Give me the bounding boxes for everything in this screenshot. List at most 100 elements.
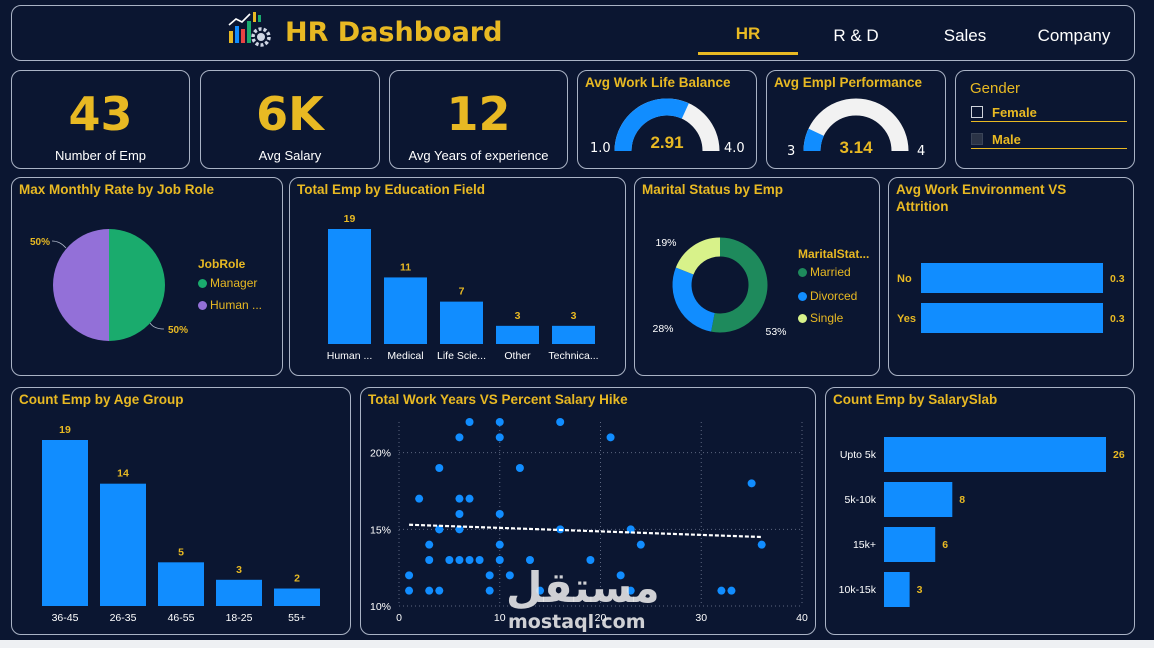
bar bbox=[884, 482, 953, 517]
kpi-label: Avg Salary bbox=[258, 148, 322, 163]
scatter-point bbox=[455, 494, 464, 503]
data-label: 6 bbox=[942, 539, 948, 551]
data-label: 3 bbox=[571, 310, 577, 322]
tick-label: 5k-10k bbox=[844, 494, 876, 506]
pie-monthly-rate: 50% 50% bbox=[30, 229, 188, 341]
tick-label: Upto 5k bbox=[840, 449, 877, 461]
legend-item-single: Single bbox=[798, 311, 843, 325]
checkbox-icon[interactable] bbox=[971, 106, 983, 118]
scatter-point bbox=[606, 433, 615, 442]
leader-line bbox=[51, 240, 67, 249]
checkbox-icon[interactable] bbox=[971, 133, 983, 145]
trend-line bbox=[409, 523, 762, 539]
slicer-option-male[interactable]: Male bbox=[971, 132, 1127, 149]
tick-label: Medical bbox=[387, 350, 423, 362]
scatter-point bbox=[445, 556, 454, 564]
scatter-point bbox=[747, 479, 756, 488]
kpi-value: 6K bbox=[256, 87, 324, 141]
gauge-card-work-life: Avg Work Life Balance 2.91 1.0 4.0 bbox=[577, 70, 757, 169]
bar bbox=[496, 325, 539, 344]
tick-label: 10 bbox=[494, 612, 506, 624]
data-label: 7 bbox=[459, 286, 465, 298]
scatter-point bbox=[525, 556, 534, 564]
tick-label: 20% bbox=[370, 448, 391, 460]
tick-label: 36-45 bbox=[52, 612, 79, 624]
legend-label: Married bbox=[810, 265, 851, 279]
bar bbox=[274, 588, 320, 606]
data-label: 11 bbox=[400, 261, 411, 273]
dashboard-logo-icon bbox=[228, 12, 271, 47]
legend-item-divorced: Divorced bbox=[798, 289, 857, 303]
slicer-option-label: Male bbox=[992, 132, 1021, 147]
scatter-point bbox=[616, 571, 625, 580]
tab-sales[interactable]: Sales bbox=[943, 26, 987, 45]
tick-label: 15k+ bbox=[853, 539, 876, 551]
scatter-point bbox=[495, 433, 504, 442]
data-label: 3 bbox=[236, 564, 242, 576]
page-title: HR Dashboard bbox=[285, 17, 503, 48]
data-label: 53% bbox=[765, 326, 786, 338]
tab-rd[interactable]: R & D bbox=[833, 26, 879, 45]
gauge-value: 2.91 bbox=[650, 133, 684, 152]
panel-education: Total Emp by Education Field 19 Human ...… bbox=[289, 177, 626, 376]
chart-title: Count Emp by SalarySlab bbox=[833, 392, 998, 407]
scatter-point bbox=[405, 586, 414, 595]
gauge-card-performance: Avg Empl Performance 3.14 3 4 bbox=[766, 70, 946, 169]
gender-slicer: Gender Female Male bbox=[955, 70, 1135, 169]
legend-dot bbox=[798, 268, 807, 277]
scatter-point bbox=[435, 525, 444, 534]
scatter-point bbox=[435, 586, 444, 595]
tick-label: 26-35 bbox=[110, 612, 137, 624]
data-label: 5 bbox=[178, 546, 184, 558]
legend-item-manager: Manager bbox=[198, 276, 257, 290]
scatter-point bbox=[425, 540, 434, 549]
scatter-point bbox=[495, 418, 504, 426]
legend-label: Human ... bbox=[210, 298, 263, 312]
scatter-point bbox=[495, 510, 504, 518]
tab-hr[interactable]: HR bbox=[735, 24, 761, 43]
legend-dot bbox=[198, 301, 207, 310]
panel-salary: Count Emp by SalarySlab Upto 5k 26 5k-10k 8… bbox=[825, 387, 1135, 635]
legend-label: Single bbox=[810, 311, 844, 325]
panel-marital: Marital Status by Emp 53% 28% 19% MaritalS… bbox=[634, 177, 880, 376]
gauge-work-life bbox=[614, 98, 720, 152]
bar bbox=[552, 325, 595, 344]
hbar-salary: Upto 5k 26 5k-10k 8 15k+ 6 10k-15k 3 bbox=[839, 437, 1125, 607]
legend-label: Manager bbox=[210, 276, 258, 290]
tab-hr-underline bbox=[698, 52, 798, 55]
tick-label: Technica... bbox=[548, 350, 598, 362]
scatter-point bbox=[465, 418, 474, 426]
donut-slice bbox=[672, 267, 716, 332]
donut-slice bbox=[675, 237, 721, 276]
scatter-point bbox=[455, 510, 464, 518]
panel-environment: Avg Work Environment VS Attrition No 0.3 Y… bbox=[888, 177, 1134, 376]
scatter-point bbox=[455, 556, 464, 564]
scatter-point bbox=[495, 556, 504, 564]
tick-label: Human ... bbox=[327, 350, 373, 362]
slicer-title: Gender bbox=[970, 80, 1021, 97]
window-bottom-edge bbox=[0, 640, 1154, 648]
scatter-point bbox=[485, 586, 494, 595]
bar bbox=[884, 572, 910, 607]
bar bbox=[384, 277, 427, 344]
data-label: 3 bbox=[917, 584, 923, 596]
tab-company[interactable]: Company bbox=[1037, 26, 1111, 45]
gauge-fill bbox=[614, 98, 689, 152]
tick-label: 40 bbox=[796, 612, 808, 624]
bar bbox=[921, 263, 1103, 293]
gauge-max: 4 bbox=[917, 144, 926, 159]
bar-education: 19 Human ... 11 Medical 7 Life Scie... 3 Other 3… bbox=[327, 213, 599, 362]
slicer-option-female[interactable]: Female bbox=[971, 105, 1127, 122]
scatter-point bbox=[435, 464, 444, 472]
scatter-point bbox=[425, 556, 434, 564]
scatter-point bbox=[415, 494, 424, 503]
data-label: 26 bbox=[1113, 449, 1125, 461]
tick-label: 55+ bbox=[288, 612, 306, 624]
bar bbox=[216, 579, 262, 606]
chart-title: Count Emp by Age Group bbox=[19, 392, 184, 407]
kpi-value: 43 bbox=[68, 87, 133, 141]
data-label: 0.3 bbox=[1110, 313, 1125, 325]
gauge-fill bbox=[803, 128, 825, 152]
chart-title: Max Monthly Rate by Job Role bbox=[19, 182, 215, 197]
scatter-point bbox=[536, 586, 545, 595]
